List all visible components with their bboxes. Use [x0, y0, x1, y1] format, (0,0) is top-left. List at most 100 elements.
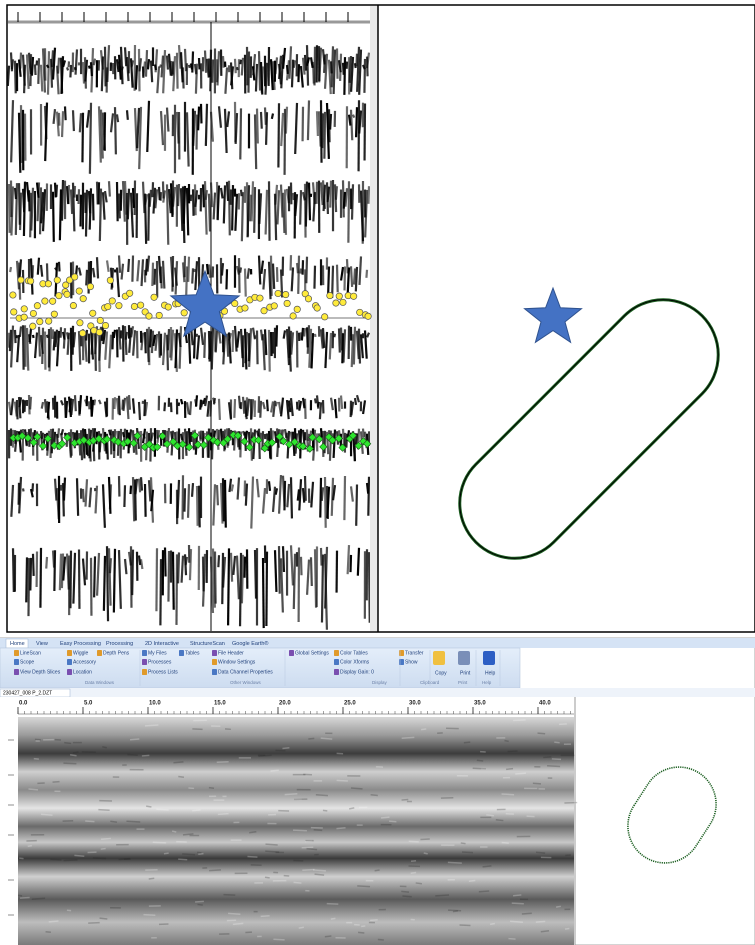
ribbon-button[interactable]: Scope	[20, 659, 34, 665]
pick-yellow	[79, 330, 85, 336]
radar-streak	[20, 53, 21, 69]
ribbon-button[interactable]: Location	[73, 669, 92, 675]
ribbon-button[interactable]: Color Tables	[340, 650, 368, 656]
radar-streak	[421, 729, 426, 730]
radar-streak	[89, 66, 90, 69]
ribbon-icon	[67, 669, 72, 675]
radar-streak	[368, 477, 369, 516]
radar-streak	[143, 915, 155, 916]
radar-streak	[226, 269, 227, 289]
radar-streak	[510, 921, 523, 922]
radar-streak	[126, 821, 140, 822]
ribbon-tab[interactable]: Google Earth®	[232, 640, 268, 647]
radar-streak	[145, 725, 158, 726]
radar-streak	[513, 895, 521, 896]
pick-yellow	[165, 304, 171, 310]
radar-streak	[331, 918, 336, 919]
radar-streak	[18, 895, 22, 896]
radar-streak	[354, 327, 355, 365]
ribbon-button[interactable]: Global Settings	[295, 650, 329, 656]
radar-streak	[464, 742, 470, 743]
ribbon-tab[interactable]: Easy Processing	[60, 641, 101, 647]
radar-streak	[90, 103, 91, 174]
radar-streak	[352, 334, 353, 367]
ribbon-button[interactable]: Process Lists	[148, 669, 178, 675]
radar-streak	[267, 400, 268, 412]
ribbon-group-label: Help	[482, 680, 492, 685]
ribbon-tab[interactable]: 2D Interactive	[145, 641, 179, 647]
radar-streak	[312, 333, 313, 368]
ribbon-button[interactable]: My Files	[148, 650, 167, 656]
radar-streak	[356, 107, 357, 137]
ribbon-button[interactable]: Window Settings	[218, 659, 256, 665]
ribbon-tab[interactable]: Home	[10, 641, 25, 647]
ribbon-button[interactable]: Color Xforms	[340, 659, 370, 665]
ribbon-button[interactable]: Tables	[185, 650, 200, 656]
radar-streak	[242, 58, 243, 76]
ribbon-button[interactable]: Accessory	[73, 659, 97, 665]
radar-streak	[75, 395, 76, 411]
ribbon-button[interactable]: File Header	[218, 650, 244, 656]
radar-streak	[160, 65, 161, 68]
radar-streak	[233, 923, 243, 924]
radar-streak	[265, 329, 266, 355]
pick-yellow	[56, 292, 62, 298]
radar-streak	[317, 111, 318, 136]
radar-streak	[248, 185, 249, 237]
ribbon-button[interactable]: Help	[485, 670, 496, 676]
radar-streak	[351, 788, 363, 789]
ribbon-button[interactable]: View Depth Slices	[20, 669, 61, 675]
radar-streak	[218, 555, 219, 567]
radar-streak	[298, 64, 299, 82]
pick-yellow	[45, 281, 51, 287]
ruler-label: 25.0	[344, 701, 356, 707]
radar-streak	[289, 46, 291, 78]
ribbon-button[interactable]: LineScan	[20, 650, 41, 656]
radar-streak	[194, 269, 195, 272]
ribbon-button[interactable]: Data Channel Properties	[218, 669, 273, 675]
radar-streak	[322, 113, 323, 148]
radar-streak	[321, 100, 322, 163]
pick-yellow	[102, 322, 108, 328]
ribbon-button[interactable]: Show	[405, 659, 418, 665]
radar-streak	[212, 59, 213, 82]
radar-streak	[232, 185, 233, 230]
radar-streak	[87, 434, 88, 456]
ribbon-tab[interactable]: View	[36, 641, 48, 647]
radar-streak	[486, 815, 494, 816]
ribbon-button[interactable]: Print	[460, 670, 471, 676]
radar-streak	[337, 265, 338, 293]
pick-yellow	[294, 306, 300, 312]
ruler-label: 20.0	[279, 701, 291, 707]
pick-yellow	[21, 314, 27, 320]
radar-streak	[402, 896, 411, 897]
radar-streak	[199, 486, 200, 528]
radar-streak	[302, 870, 314, 871]
ribbon-button[interactable]: Copy	[435, 670, 447, 676]
radar-streak	[347, 259, 348, 273]
radar-streak	[271, 256, 272, 296]
radar-streak	[448, 910, 461, 911]
radar-streak	[196, 395, 197, 406]
radar-streak	[228, 913, 240, 914]
radar-streak	[130, 429, 131, 447]
radar-streak	[135, 479, 137, 494]
radar-streak	[190, 549, 191, 580]
pick-yellow	[242, 305, 248, 311]
ribbon-button[interactable]: Processes	[148, 659, 172, 665]
radar-streak	[63, 763, 76, 764]
radar-streak	[349, 808, 354, 809]
ribbon-tab[interactable]: Processing	[106, 641, 133, 647]
radar-streak	[229, 479, 231, 492]
ribbon-button[interactable]: Wiggle	[73, 650, 89, 656]
radar-streak	[119, 396, 120, 415]
ribbon-button[interactable]: Display Gain: 0	[340, 669, 374, 675]
radar-streak	[277, 190, 279, 224]
ribbon-button[interactable]: Transfer	[405, 650, 424, 656]
radar-streak	[359, 256, 361, 285]
ribbon-button[interactable]: Depth Pens	[103, 650, 130, 656]
ribbon-tab[interactable]: StructureScan	[190, 641, 225, 647]
radar-streak	[409, 841, 419, 842]
radar-streak	[94, 556, 95, 597]
radar-streak	[139, 402, 140, 420]
